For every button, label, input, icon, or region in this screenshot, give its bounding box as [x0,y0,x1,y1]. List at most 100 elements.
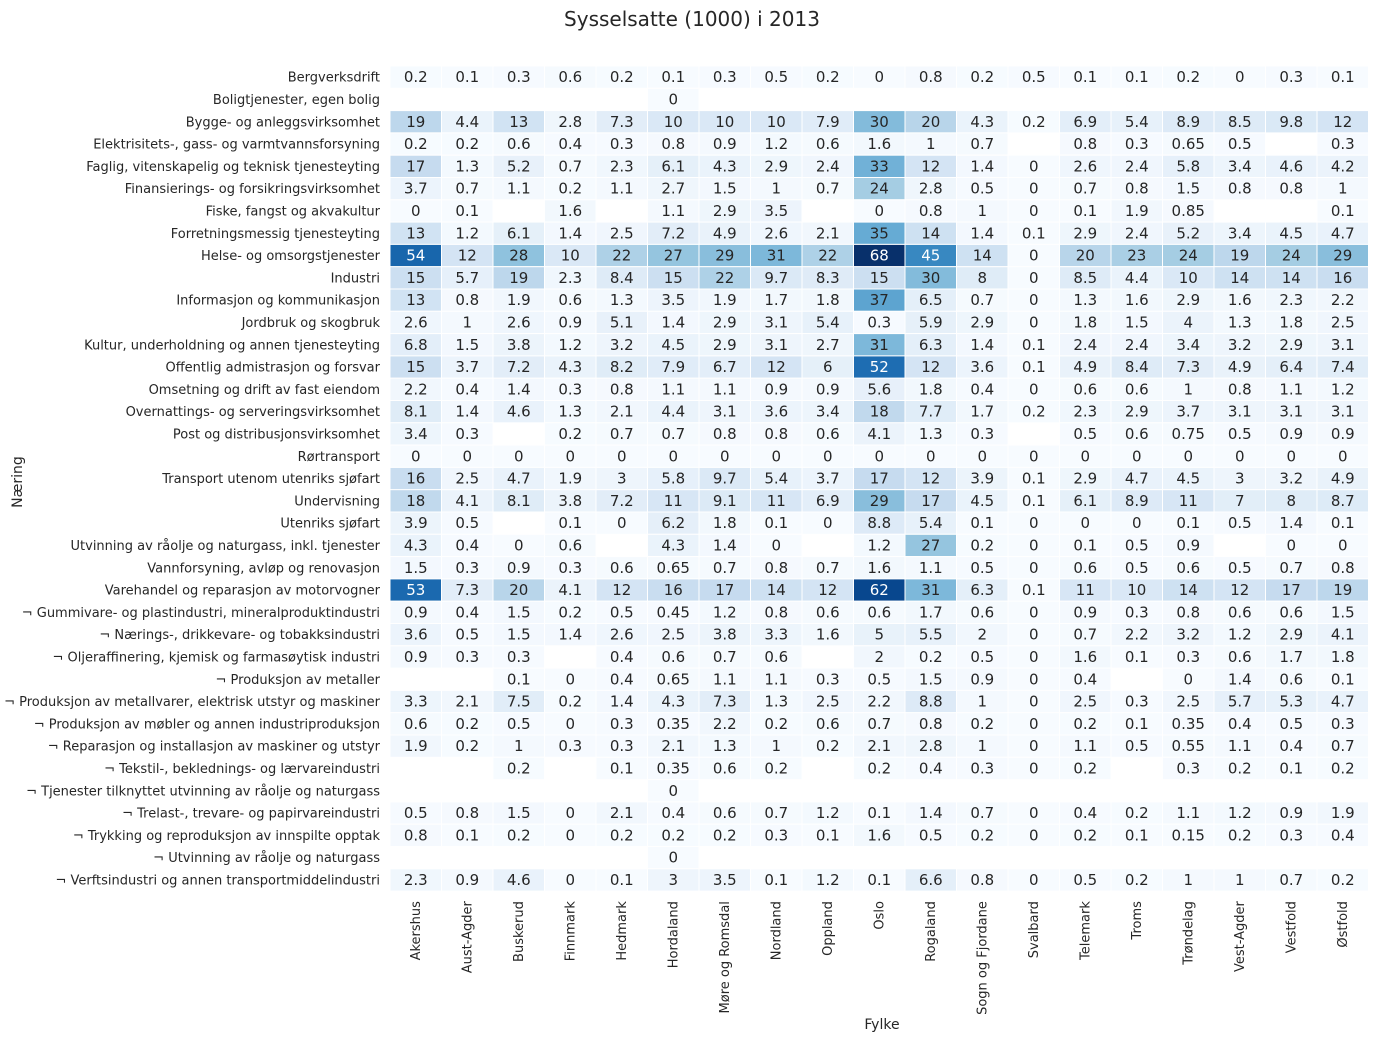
cell-value-label: 0.9 [816,380,840,398]
cell-value-label: 1.6 [867,826,891,844]
cell-value-label: 0.2 [404,68,428,86]
cell-value-label: 2.6 [764,224,788,242]
cell-value-label: 1.2 [816,804,840,822]
cell-value-label: 0.2 [507,759,531,777]
column-label: Østfold [1336,901,1351,948]
cell-value-label: 1.4 [558,224,582,242]
cell-value-label: 0.35 [657,715,690,733]
cell-value-label: 1.4 [558,626,582,644]
cell-value-label: 0.6 [816,603,840,621]
cell-value-label: 0.5 [970,180,994,198]
cell-value-label: 12 [612,581,631,599]
cell-value-label: 1.8 [816,291,840,309]
cell-value-label: 5.9 [919,313,943,331]
cell-value-label: 2.1 [610,804,634,822]
cell-value-label: 1 [1183,380,1193,398]
cell-value-label: 16 [406,470,425,488]
cell-value-label: 17 [1282,581,1301,599]
cell-value-label: 52 [870,358,889,376]
cell-value-label: 8.7 [1331,492,1355,510]
cell-value-label: 1 [926,135,936,153]
cell-value-label: 4.3 [558,358,582,376]
cell-value-label: 15 [664,269,683,287]
cell-value-label: 0.9 [1331,425,1355,443]
column-label: Telemark [1079,901,1094,961]
cell-value-label: 29 [1333,247,1352,265]
cell-value-label: 0.7 [1279,559,1303,577]
x-axis-label: Fylke [864,1017,899,1033]
row-labels: Bergverksdrift Boligtjenester, egen bolig… [4,71,381,889]
cell-value-label: 0.3 [507,68,531,86]
cell-value-label: 14 [921,224,940,242]
cell-value-label: 1.3 [764,693,788,711]
cell-value-label: 4.5 [661,336,685,354]
cell-value-label: 12 [458,247,477,265]
cell-value-label: 6.7 [713,358,737,376]
cell-value-label: 6.8 [404,336,428,354]
cell-value-label: 2.2 [1125,626,1149,644]
cell-value-label: 3.1 [1331,336,1355,354]
cell-value-label: 27 [921,536,940,554]
cell-value-label: 1.5 [919,670,943,688]
cell-value-label: 1.2 [867,536,891,554]
cell-value-label: 2.5 [610,224,634,242]
cell-value-label: 14 [1179,581,1198,599]
cell-value-label: 0.1 [610,871,634,889]
cell-value-label: 6.2 [661,514,685,532]
cell-value-label: 0.7 [713,648,737,666]
cell-value-label: 0.2 [610,68,634,86]
cell-value-label: 0 [926,447,936,465]
cell-value-label: 0.9 [1279,804,1303,822]
cell-value-label: 9.7 [713,470,737,488]
cell-value-label: 2.7 [661,180,685,198]
cell-value-label: 3.2 [610,336,634,354]
cell-value-label: 0.4 [661,804,685,822]
cell-value-label: 19 [509,269,528,287]
row-label: ¬ Produksjon av møbler og annen industri… [34,717,380,732]
cell-value-label: 4 [1183,313,1193,331]
cell-value-label: 4.9 [713,224,737,242]
cell-value-label: 1.5 [507,626,531,644]
cell-value-label: 1.2 [1331,380,1355,398]
cell-value-label: 0.2 [970,68,994,86]
cell-value-label: 0.1 [455,202,479,220]
cell-value-label: 2.9 [970,313,994,331]
cell-value-label: 2 [874,648,884,666]
cell-value-label: 0.1 [1022,224,1046,242]
cell-value-label: 5.7 [455,269,479,287]
cell-value-label: 0.3 [1279,826,1303,844]
cell-value-label: 0.7 [610,425,634,443]
cell-value-label: 3.7 [455,358,479,376]
cell-value-label: 33 [870,157,889,175]
cell-value-label: 0 [1029,804,1039,822]
column-label: Trøndelag [1182,901,1197,966]
row-label: Kultur, underholdning og annen tjenestey… [84,338,380,353]
cell-value-label: 3.2 [1279,470,1303,488]
cell-value-label: 0.1 [507,670,531,688]
cell-value-label: 0 [565,447,575,465]
cell-value-label: 3.5 [713,871,737,889]
cell-value-label: 0.2 [558,693,582,711]
cell-value-label: 35 [870,224,889,242]
cell-value-label: 5.2 [1176,224,1200,242]
cell-value-label: 3.8 [507,336,531,354]
cell-value-label: 3.6 [970,358,994,376]
cell-value-label: 0.4 [1073,670,1097,688]
cell-value-label: 12 [818,581,837,599]
column-label: Oslo [873,901,888,930]
cell-value-label: 2.5 [816,693,840,711]
cell-value-label: 3.4 [816,403,840,421]
cell-value-label: 1 [462,313,472,331]
cell-value-label: 0 [1132,447,1142,465]
cell-value-label: 1.4 [713,536,737,554]
cell-value-label: 1.3 [1073,291,1097,309]
cell-value-label: 0.1 [455,826,479,844]
cell-value-label: 1.8 [713,514,737,532]
cell-value-label: 0.1 [1022,470,1046,488]
cell-value-label: 3.6 [764,403,788,421]
cell-value-label: 4.6 [1279,157,1303,175]
cell-value-label: 19 [1333,581,1352,599]
cell-value-label: 17 [406,157,425,175]
cell-value-label: 0.5 [455,514,479,532]
cell-value-label: 0.2 [1073,715,1097,733]
